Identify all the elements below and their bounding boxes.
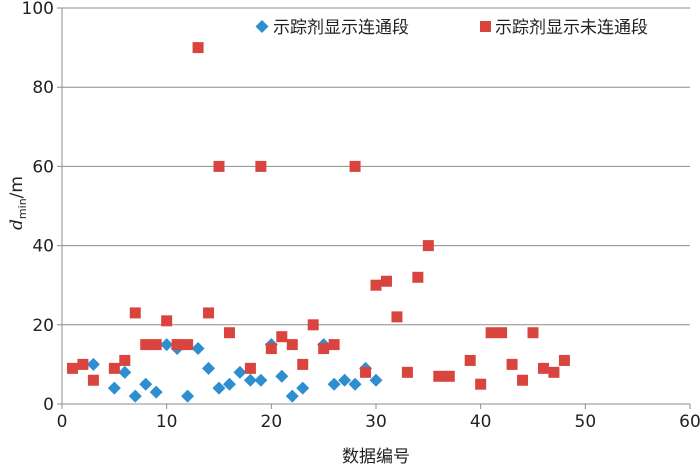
point-series-1 [296,381,310,395]
point-series-2 [475,378,487,390]
y-tick-labels: 0 20 40 60 80 100 [22,0,54,415]
point-series-2 [223,327,235,339]
point-series-1 [348,377,362,391]
legend-label-series-2: 示踪剂显示未连通段 [495,18,648,38]
point-series-2 [307,319,319,331]
y-tick-label: 100 [22,0,54,19]
point-series-2 [244,362,256,374]
point-series-2 [150,339,162,351]
point-series-2 [140,339,152,351]
data-points [66,42,570,403]
point-series-2 [433,370,445,382]
point-series-2 [119,354,131,366]
y-axis-title-main: d [7,219,27,230]
x-tick-label: 10 [156,412,178,432]
point-series-2 [171,339,183,351]
point-series-1 [233,365,247,379]
point-series-1 [118,365,132,379]
point-series-2 [161,315,173,327]
y-axis-title-subscript: min [16,198,29,219]
point-series-1 [139,377,153,391]
point-series-2 [286,339,298,351]
point-series-2 [328,339,340,351]
legend-label-series-1: 示踪剂显示连通段 [273,18,409,38]
axes [57,7,691,409]
point-series-2 [203,307,215,319]
point-series-2 [87,374,99,386]
y-tick-label: 80 [32,78,54,98]
point-series-2 [77,358,89,370]
point-series-2 [370,279,382,291]
legend-item-series-1: 示踪剂显示连通段 [255,18,409,38]
x-tick-label: 40 [470,412,492,432]
point-series-1 [222,377,236,391]
point-series-2 [443,370,455,382]
point-series-1 [254,373,268,387]
y-axis-title-unit: /m [7,176,27,198]
point-series-2 [506,358,518,370]
point-series-1 [212,381,226,395]
y-tick-label: 40 [32,237,54,257]
point-series-1 [369,373,383,387]
x-tick-label: 20 [261,412,283,432]
y-axis-title: dmin/m [7,176,29,230]
x-axis-title: 数据编号 [342,447,410,467]
legend-item-series-2: 示踪剂显示未连通段 [480,18,648,38]
point-series-1 [202,361,216,375]
point-series-2 [213,160,225,172]
point-series-2 [537,362,549,374]
x-tick-label: 30 [365,412,387,432]
point-series-2 [129,307,141,319]
point-series-1 [107,381,121,395]
gridlines [62,7,690,326]
point-series-2 [496,327,508,339]
point-series-1 [181,389,195,403]
point-series-1 [86,357,100,371]
x-tick-label: 50 [575,412,597,432]
legend: 示踪剂显示连通段 示踪剂显示未连通段 [255,18,648,38]
legend-marker-diamond [255,20,269,33]
x-tick-label: 60 [679,412,700,432]
y-tick-label: 60 [32,157,54,177]
point-series-2 [349,160,361,172]
point-series-2 [464,354,476,366]
point-series-2 [527,327,539,339]
legend-marker-square [480,21,491,32]
point-series-1 [160,338,174,352]
point-series-2 [276,331,288,343]
point-series-2 [182,339,194,351]
point-series-2 [558,354,570,366]
x-tick-labels: 0 10 20 30 40 50 60 [57,412,700,432]
y-tick-label: 0 [43,395,54,415]
point-series-1 [338,373,352,387]
y-tick-label: 20 [32,316,54,336]
point-series-2 [517,374,529,386]
point-series-2 [360,366,372,378]
point-series-2 [485,327,497,339]
point-series-1 [149,385,163,399]
point-series-1 [191,342,205,356]
point-series-2 [108,362,120,374]
point-series-2 [412,271,424,283]
point-series-2 [318,343,330,355]
point-series-1 [128,389,142,403]
point-series-1 [327,377,341,391]
point-series-2 [297,358,309,370]
point-series-1 [243,373,257,387]
point-series-1 [275,369,289,383]
point-series-2 [265,343,277,355]
x-tick-label: 0 [57,412,68,432]
point-series-2 [192,42,204,54]
point-series-1 [285,389,299,403]
point-series-2 [391,311,403,323]
point-series-2 [401,366,413,378]
point-series-2 [422,240,434,252]
point-series-2 [380,275,392,287]
point-series-2 [255,160,267,172]
point-series-2 [548,366,560,378]
point-series-2 [66,362,78,374]
